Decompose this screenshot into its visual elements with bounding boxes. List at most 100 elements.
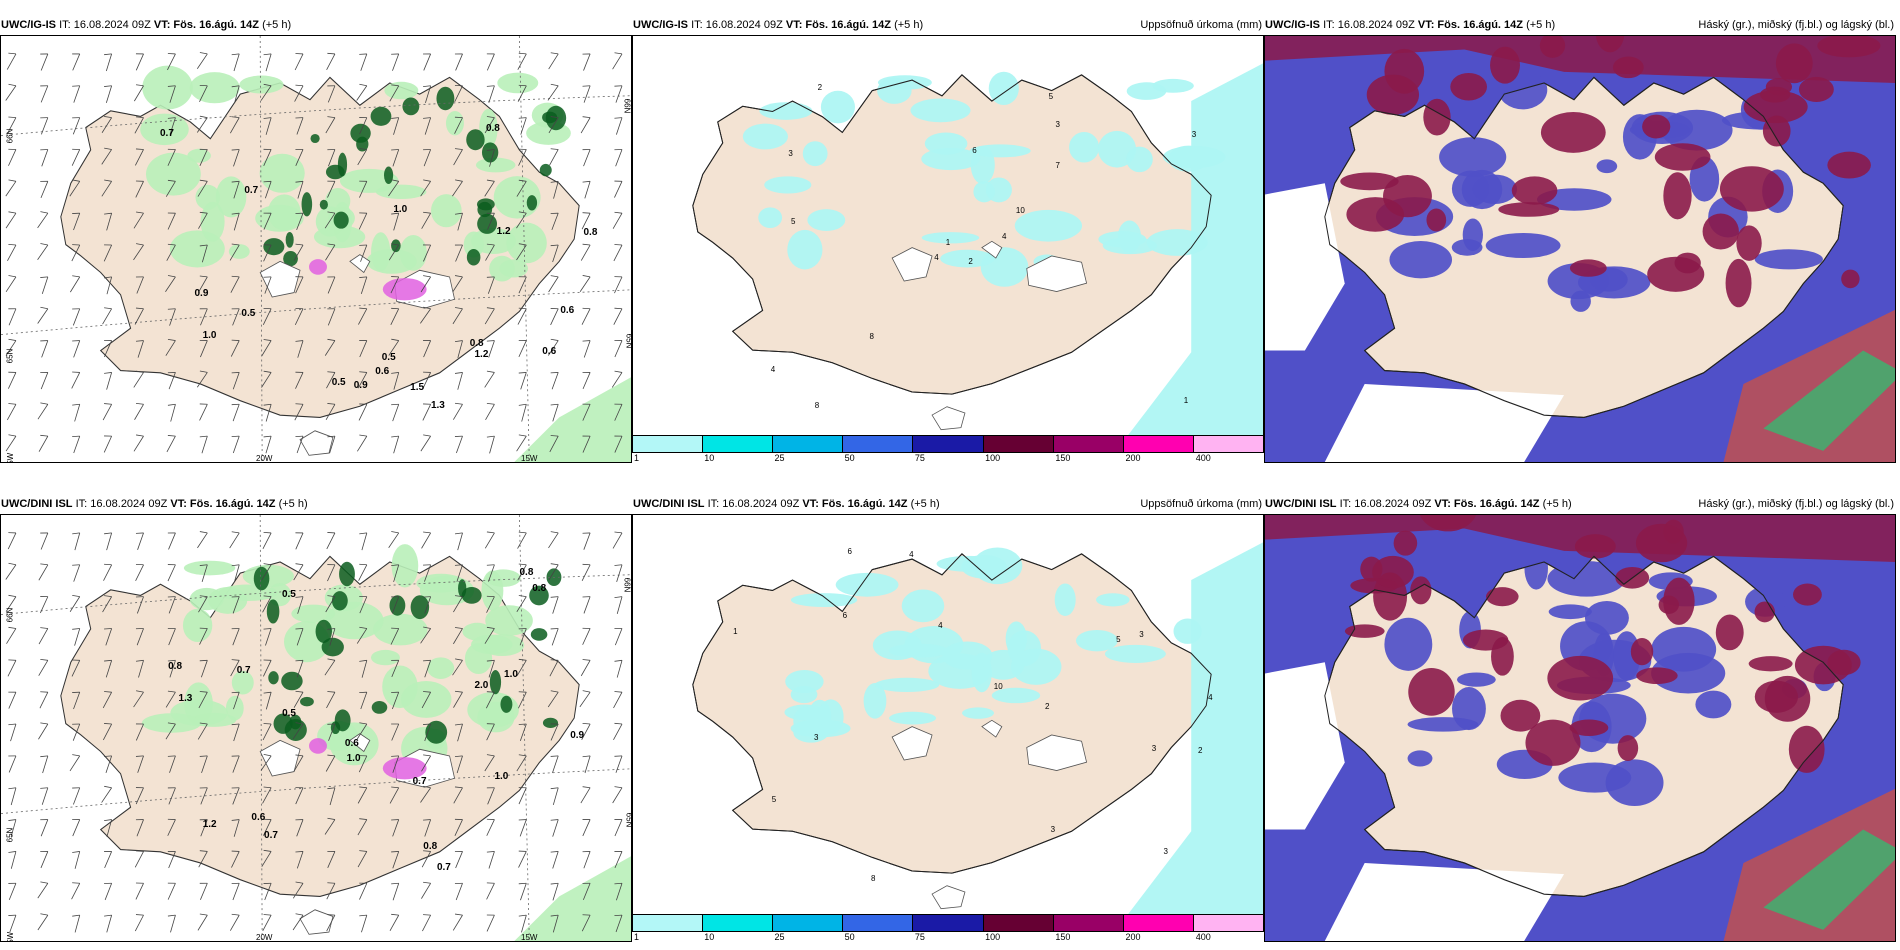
wind-barb [550, 723, 559, 741]
wind-barb [102, 307, 112, 325]
precip-map[interactable]: 2 3 1 4 10 8 5 6 3 4 2 1 5 3 4 7 8 [632, 35, 1264, 437]
wind-map[interactable]: 0.5 0.5 1.0 0.7 0.8 1.0 0.6 0.9 1.2 0.7 0.5 0.6 0.9 1… [0, 35, 632, 463]
wind-barb [71, 371, 81, 389]
precip-patch-heavy [263, 238, 285, 256]
cloud-map[interactable] [1264, 514, 1896, 942]
wind-barb [40, 819, 49, 837]
wind-barb [388, 338, 400, 356]
wind-barb [231, 308, 240, 326]
precip-amount-label: 10 [1015, 205, 1025, 215]
glacier [299, 909, 334, 935]
wind-barb [423, 85, 432, 104]
graticule [1, 95, 631, 136]
wind-barb [582, 819, 591, 837]
wind-barb [135, 659, 144, 678]
high-cloud [1762, 115, 1791, 147]
wind-barb [38, 658, 49, 676]
high-cloud [1654, 143, 1711, 171]
wind-barb [486, 851, 495, 869]
precip-area [872, 630, 922, 661]
precip-patch-heavy [371, 701, 388, 714]
wind-barb [422, 371, 431, 389]
wind-barb [388, 531, 400, 548]
wind-barb [420, 306, 431, 324]
valid-time: VT: Fös. 16.ágú. 14Z [785, 19, 891, 31]
panel-wind-row1: UWC/IG-IS IT: 16.08.2024 09Z VT: Fös. 16… [0, 15, 632, 463]
precip-patch-heavy [500, 695, 513, 713]
init-time: IT: 16.08.2024 09Z [691, 19, 783, 31]
wind-barb [454, 85, 463, 103]
wind-barb [135, 723, 144, 741]
wind-barb [263, 435, 272, 454]
precip-map[interactable]: 2 3 5 4 6 8 10 3 4 2 1 6 5 3 4 3 3 [632, 514, 1264, 916]
wind-barb [388, 243, 400, 261]
precip-value-label: 1.3 [430, 400, 445, 412]
wind-barb [484, 626, 495, 644]
wind-barb [518, 276, 527, 294]
precip-value-label: 0.6 [344, 737, 359, 749]
se-rain-band [514, 377, 631, 462]
precip-area [835, 572, 899, 597]
colorbar-swatch [1123, 915, 1194, 931]
wind-barb [421, 211, 431, 229]
wind-barb [104, 53, 113, 72]
wind-barb [550, 628, 559, 646]
wind-barb [263, 276, 272, 294]
precip-patch-heavy [542, 111, 558, 124]
colorbar-swatch [633, 915, 704, 931]
precip-value-label: 0.7 [264, 830, 278, 842]
wind-barb [518, 914, 527, 933]
snow-area [382, 757, 427, 780]
mid-cloud [1439, 137, 1507, 177]
wind-barb [72, 117, 81, 135]
wind-barb [71, 244, 81, 262]
wind-barb [614, 851, 623, 869]
wind-barb [550, 914, 559, 933]
axis-label: 65N [624, 812, 632, 828]
wind-barb [390, 307, 400, 325]
wind-barb [230, 275, 240, 293]
wind-barb [359, 914, 368, 933]
precip-area [1010, 648, 1062, 685]
precip-amount-label: 3 [814, 732, 819, 742]
mid-cloud [1456, 672, 1496, 687]
precip-value-label: 1.0 [494, 770, 509, 782]
colorbar-swatch [773, 436, 844, 452]
precip-patch-heavy [285, 231, 294, 248]
wind-barb [518, 850, 527, 868]
colorbar-swatch [1193, 915, 1263, 931]
low-cloud-se [1763, 350, 1895, 451]
precip-patch-heavy [489, 670, 502, 695]
wind-barb [199, 787, 208, 805]
lead-time: (+5 h) [262, 19, 292, 31]
precip-area [759, 102, 813, 120]
cloud-map[interactable] [1264, 35, 1896, 463]
graticule [518, 36, 530, 462]
wind-barb [5, 179, 17, 197]
wind-barb [391, 212, 400, 231]
wind-barb [358, 403, 368, 421]
valid-time: VT: Fös. 16.ágú. 14Z [802, 498, 908, 510]
wind-barb [231, 723, 240, 742]
precip-patch-heavy [477, 213, 498, 234]
high-cloud-se [1723, 788, 1895, 941]
wind-barb [8, 723, 17, 742]
cloud-title: Háský (gr.), miðský (fj.bl.) og lágský (… [1698, 19, 1894, 31]
colorbar-swatch [773, 915, 844, 931]
wind-barb [71, 882, 81, 900]
precip-amount-label: 1 [1183, 395, 1189, 405]
wind-barb [453, 595, 463, 613]
precip-amount-label: 8 [814, 401, 820, 411]
precip-area [889, 711, 937, 725]
precip-patch-light [375, 184, 427, 199]
precip-patch-heavy [268, 671, 279, 685]
precip-patch-heavy [410, 595, 430, 620]
wind-barb [486, 435, 495, 454]
wind-barb [263, 244, 272, 262]
wind-barb [295, 596, 304, 614]
wind-barb [167, 53, 176, 71]
wind-barb [262, 786, 272, 804]
wind-map[interactable]: 0.7 0.5 0.6 0.7 1.0 0.8 0.9 0.5 1.0 0.7 1.2 0.8 0.6 0… [0, 514, 632, 942]
wind-barb [516, 179, 527, 197]
high-cloud [1841, 269, 1860, 289]
